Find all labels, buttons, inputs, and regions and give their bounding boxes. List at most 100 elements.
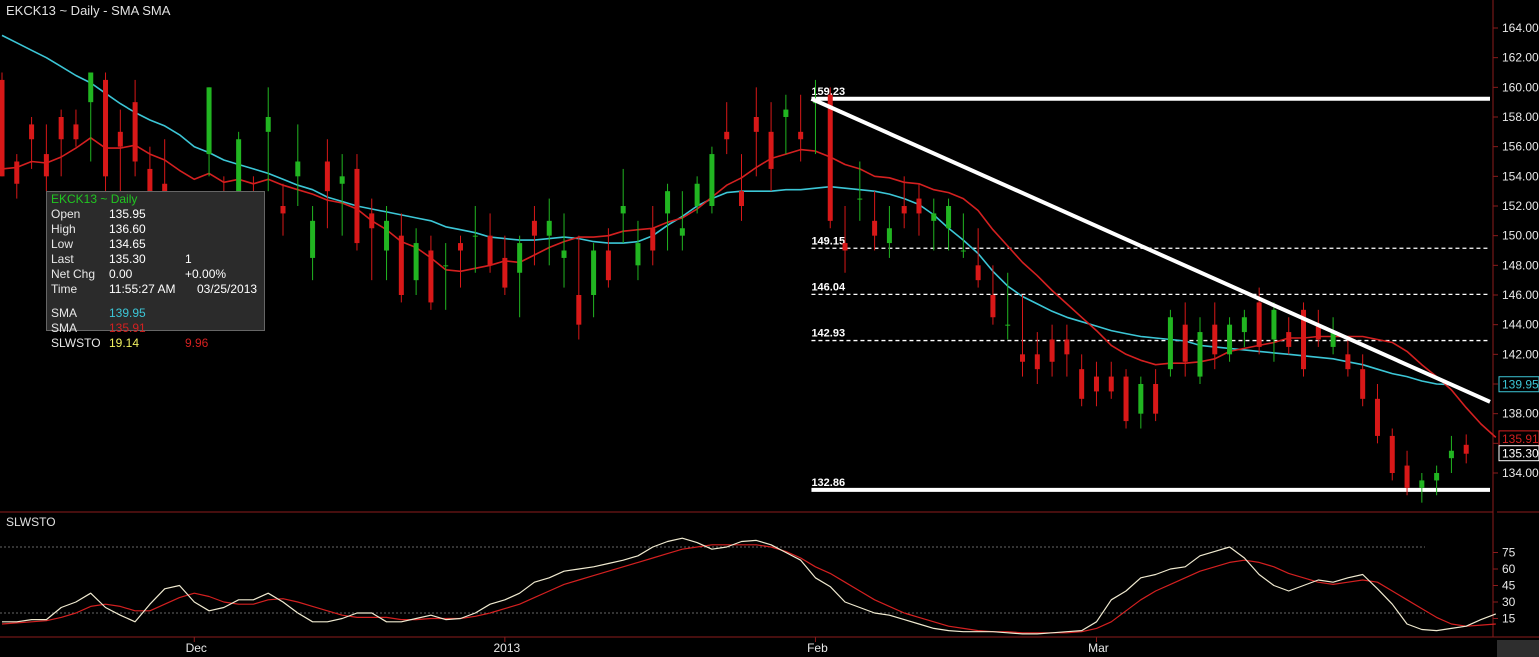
candle-body xyxy=(1315,324,1321,340)
time-label: Time xyxy=(51,282,78,296)
candle-body xyxy=(1448,450,1454,459)
price-tick-label: 144.00 xyxy=(1502,318,1539,332)
candle-body xyxy=(443,265,449,267)
candle-body xyxy=(58,117,64,140)
candle-body xyxy=(783,109,789,117)
candle-body xyxy=(384,220,390,251)
date-tick-label: Feb xyxy=(807,641,828,655)
current-price-label: 135.30 xyxy=(1502,447,1539,461)
candle-body xyxy=(591,250,597,295)
candle-body xyxy=(0,79,5,177)
candle-body xyxy=(679,228,685,236)
candle-body xyxy=(842,243,848,251)
current-price-label: 139.95 xyxy=(1502,378,1539,392)
candle-body xyxy=(1389,435,1395,473)
last-value: 135.30 xyxy=(109,252,146,266)
sma-fast-value: 135.91 xyxy=(109,321,146,335)
candle-body xyxy=(1463,444,1469,454)
candle-body xyxy=(1197,332,1203,377)
candle-body xyxy=(798,131,804,140)
sma-slow-line xyxy=(1,34,1452,386)
candle-body xyxy=(901,206,907,214)
netchg-pct: +0.00% xyxy=(185,267,227,281)
candle-body xyxy=(1138,384,1144,414)
sma-lines xyxy=(1,34,1497,438)
candle-body xyxy=(605,250,611,281)
candle-body xyxy=(531,220,537,236)
high-value: 136.60 xyxy=(109,222,146,236)
current-price-label: 135.91 xyxy=(1502,432,1539,446)
candle-body xyxy=(1227,324,1233,355)
netchg-value: 0.00 xyxy=(109,267,133,281)
candle-body xyxy=(768,131,774,169)
candle-body xyxy=(739,191,744,206)
candle-body xyxy=(472,235,478,237)
sma-slow-value: 139.95 xyxy=(109,306,146,320)
candle-body xyxy=(369,213,375,229)
data-window: EKCK13 ~ Daily Open 135.95 High 136.60 Low… xyxy=(46,191,265,350)
osc-tick-label: 60 xyxy=(1502,562,1516,576)
last-label: Last xyxy=(51,252,74,266)
candle-body xyxy=(1330,332,1336,347)
candle-body xyxy=(1020,354,1026,362)
candle-body xyxy=(1286,332,1292,347)
candle-body xyxy=(1404,465,1410,488)
candle-body xyxy=(1212,324,1218,355)
price-tick-label: 162.00 xyxy=(1502,51,1539,65)
candle-body xyxy=(960,250,966,252)
candle-body xyxy=(280,206,286,214)
candle-body xyxy=(29,124,35,140)
candle-body xyxy=(886,228,892,244)
candle-body xyxy=(827,94,833,221)
candle-body xyxy=(753,117,759,132)
date-tick-label: Dec xyxy=(186,641,207,655)
candle-body xyxy=(916,198,922,214)
candle-body xyxy=(635,243,641,266)
osc-tick-label: 30 xyxy=(1502,595,1516,609)
candle-body xyxy=(931,213,937,221)
low-value: 134.65 xyxy=(109,237,146,251)
price-tick-label: 148.00 xyxy=(1502,258,1539,272)
candle-body xyxy=(132,102,138,162)
fib-level-label: 149.15 xyxy=(811,235,845,247)
candle-body xyxy=(1374,398,1380,436)
date-tick-label: 2013 xyxy=(494,641,521,655)
price-tick-label: 134.00 xyxy=(1502,466,1539,480)
candle-body xyxy=(1301,309,1307,370)
candle-body xyxy=(650,228,656,251)
netchg-label: Net Chg xyxy=(51,267,96,281)
price-tick-label: 156.00 xyxy=(1502,140,1539,154)
candle-body xyxy=(990,295,996,318)
candle-body xyxy=(665,191,671,214)
candle-body xyxy=(1123,376,1129,422)
date-tick-label: Mar xyxy=(1088,641,1109,655)
candle-body xyxy=(872,220,878,236)
date-value: 03/25/2013 xyxy=(197,282,258,296)
candle-body xyxy=(413,243,419,281)
candlesticks xyxy=(0,72,1469,503)
candle-body xyxy=(88,72,94,103)
slwsto-k-value: 19.14 xyxy=(109,336,140,350)
trendline[interactable] xyxy=(810,96,1491,404)
candle-body xyxy=(295,161,301,177)
candle-body xyxy=(206,87,212,155)
date-axis-labels: Dec 2013 Feb Mar xyxy=(186,637,1109,655)
candle-body xyxy=(561,250,567,258)
sma-fast-line xyxy=(1,137,1497,438)
candle-body xyxy=(502,257,508,288)
low-label: Low xyxy=(51,237,74,251)
time-value: 11:55:27 AM xyxy=(109,282,176,296)
slwsto-oscillator xyxy=(0,537,1497,635)
candle-body xyxy=(1434,473,1440,481)
candle-body xyxy=(1360,369,1366,399)
candle-body xyxy=(310,220,316,258)
candle-body xyxy=(1182,324,1188,362)
candle-body xyxy=(1241,317,1247,333)
fib-level-label: 146.04 xyxy=(811,281,846,293)
fib-levels[interactable]: 159.23 149.15 146.04 142.93 132.86 xyxy=(811,86,1490,492)
open-label: Open xyxy=(51,207,81,221)
sma-slow-label: SMA xyxy=(51,306,78,320)
